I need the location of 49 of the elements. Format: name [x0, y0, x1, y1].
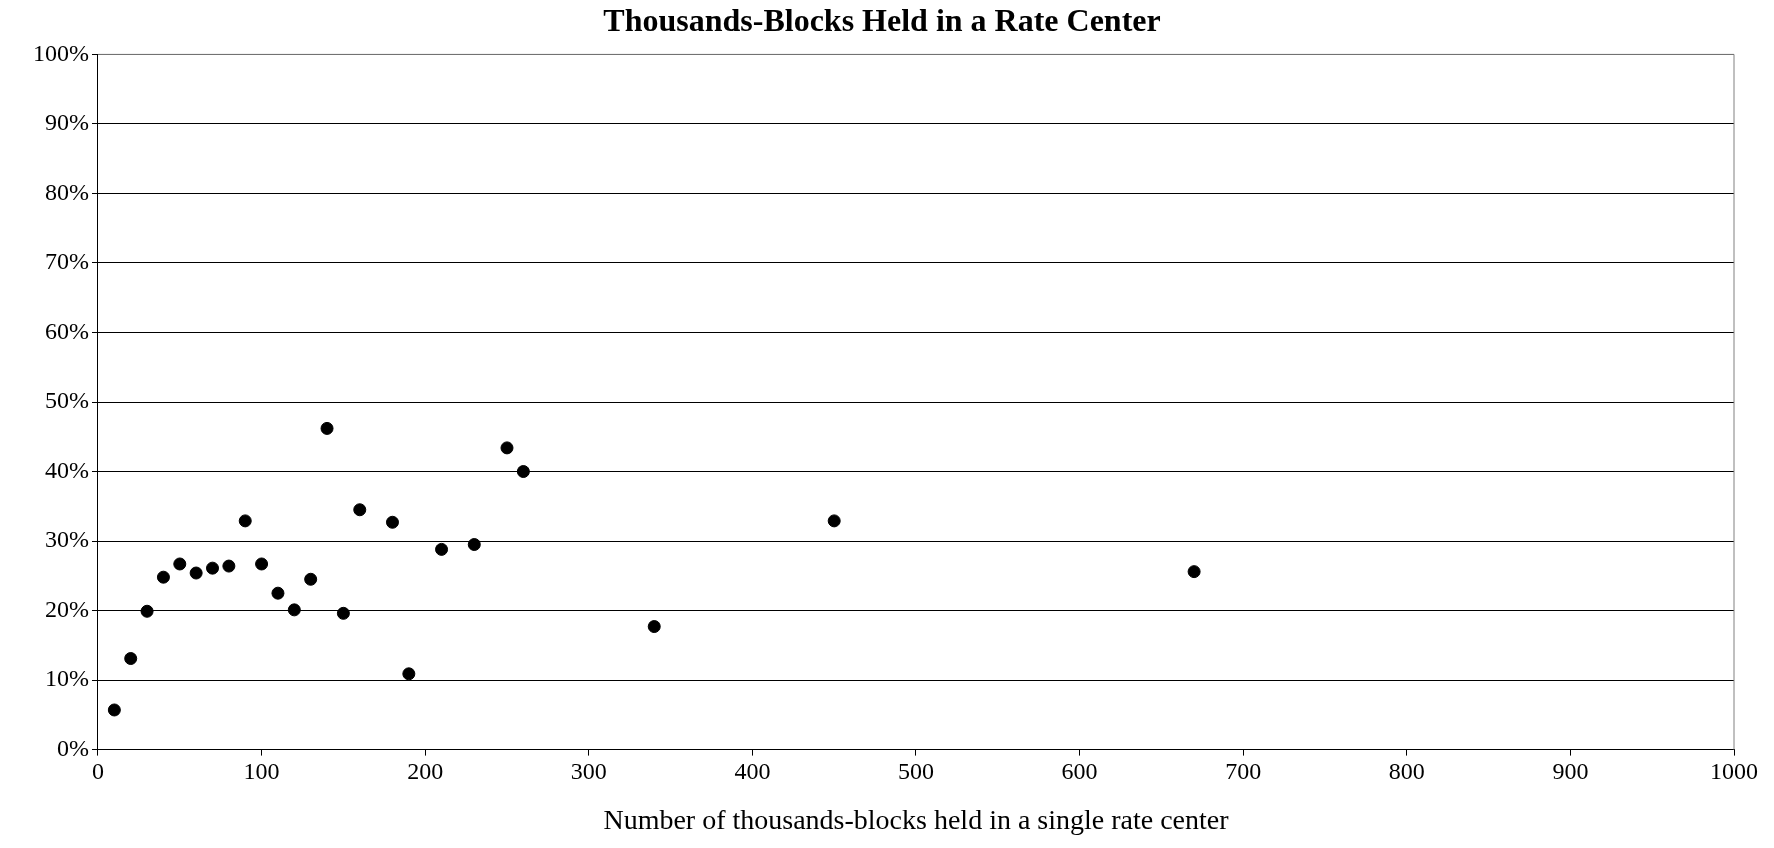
point — [402, 667, 416, 681]
point — [271, 586, 285, 600]
y-tick-label: 90% — [44, 109, 89, 136]
y-tick-label: 60% — [44, 317, 89, 344]
point — [304, 572, 318, 586]
y-tick-label: 0% — [56, 734, 89, 761]
point — [827, 514, 841, 528]
x-axis-title: Number of thousands-blocks held in a single rate center — [603, 803, 1230, 835]
x-tick-label: 400 — [734, 758, 771, 785]
point — [336, 606, 350, 620]
point — [124, 652, 138, 666]
y-tick-label: 40% — [44, 456, 89, 483]
point — [189, 566, 203, 580]
point — [467, 538, 481, 552]
x-tick-label: 200 — [407, 758, 444, 785]
x-tick-label: 800 — [1388, 758, 1425, 785]
point — [156, 570, 170, 584]
x-tick-label: 300 — [570, 758, 607, 785]
x-tick-label: 1000 — [1710, 758, 1758, 785]
y-tick-label: 100% — [32, 39, 89, 66]
point — [255, 557, 269, 571]
point — [500, 441, 514, 455]
point — [320, 421, 334, 435]
y-tick-label: 30% — [44, 526, 89, 553]
x-tick-label: 600 — [1061, 758, 1098, 785]
x-tick-label: 500 — [898, 758, 934, 785]
point — [173, 557, 187, 571]
point — [647, 620, 661, 634]
point — [353, 503, 367, 517]
point — [287, 603, 301, 617]
y-tick-label: 70% — [44, 248, 89, 275]
point — [140, 604, 154, 618]
point — [206, 561, 220, 575]
point — [385, 515, 399, 529]
point — [516, 465, 530, 479]
y-tick-label: 10% — [44, 665, 89, 692]
point — [435, 542, 449, 556]
x-tick-label: 100 — [243, 758, 280, 785]
y-tick-label: 20% — [44, 595, 89, 622]
point — [1187, 565, 1201, 579]
x-tick-label: 900 — [1552, 758, 1589, 785]
x-tick-label: 700 — [1225, 758, 1262, 785]
chart-title: Thousands-Blocks Held in a Rate Center — [603, 2, 1161, 39]
point — [107, 703, 121, 717]
point — [222, 559, 236, 573]
point — [238, 514, 252, 528]
y-tick-label: 80% — [44, 178, 89, 205]
y-tick-label: 50% — [44, 387, 89, 414]
x-tick-label: 0 — [91, 758, 104, 785]
